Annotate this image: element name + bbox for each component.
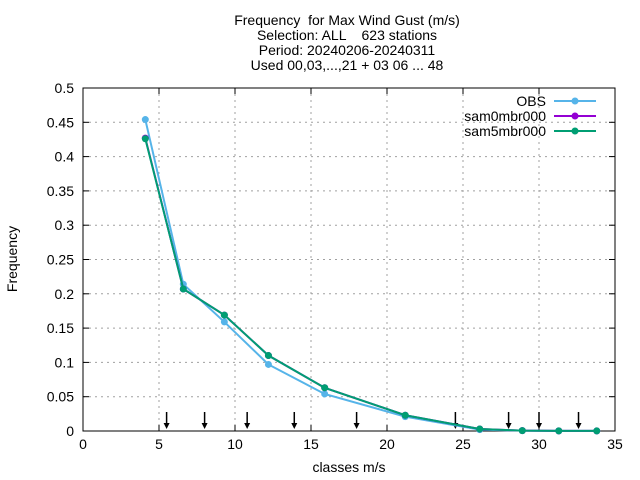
data-point-sam5mbr000: [179, 285, 187, 293]
axis-ticks: 0 0.05 0.1 0.15 0.2 0.25 0.3 0.35 0.4 0.45 0.5 0 5 10…: [47, 80, 623, 452]
legend-label: sam0mbr000: [464, 108, 546, 124]
y-tick-label: 0.45: [47, 114, 74, 130]
class-boundary-arrow: [536, 412, 542, 429]
legend-entry: sam0mbr000: [464, 108, 596, 124]
class-boundary-arrows: [163, 412, 582, 429]
class-boundary-arrow: [505, 412, 512, 429]
chart-title-line-1: Frequency for Max Wind Gust (m/s): [234, 12, 460, 28]
x-tick-label: 0: [79, 436, 87, 452]
data-point-sam5mbr000: [141, 135, 149, 143]
series-line-OBS: [144, 119, 597, 432]
x-tick-label: 35: [607, 436, 623, 452]
grid-lines: [83, 88, 615, 431]
legend-marker-swatch: [571, 127, 579, 135]
legend-label: OBS: [516, 93, 546, 109]
y-tick-label: 0.25: [47, 252, 74, 268]
class-boundary-arrow: [353, 412, 360, 429]
data-point-sam5mbr000: [220, 311, 228, 319]
legend-label: sam5mbr000: [464, 123, 546, 139]
legend-marker-swatch: [571, 97, 579, 105]
class-boundary-arrow: [575, 412, 582, 429]
data-point-OBS: [264, 360, 272, 368]
chart-title-line-2: Selection: ALL 623 stations: [256, 27, 438, 43]
class-boundary-arrow: [201, 412, 208, 429]
data-point-sam5mbr000: [264, 352, 272, 360]
x-tick-label: 5: [155, 436, 163, 452]
data-point-sam5mbr000: [321, 384, 329, 392]
legend-entry: OBS: [516, 93, 596, 109]
data-point-sam5mbr000: [401, 411, 409, 419]
x-tick-label: 10: [227, 436, 243, 452]
chart-title-line-4: Used 00,03,...,21 + 03 06 ... 48: [250, 57, 444, 73]
data-point-OBS: [220, 318, 228, 326]
x-axis-label: classes m/s: [312, 459, 385, 475]
y-tick-label: 0.15: [47, 320, 74, 336]
y-tick-label: 0.3: [55, 217, 75, 233]
data-point-sam5mbr000: [593, 427, 601, 435]
x-tick-label: 25: [455, 436, 471, 452]
y-tick-label: 0.05: [47, 389, 74, 405]
x-tick-label: 20: [379, 436, 395, 452]
class-boundary-arrow: [244, 412, 251, 429]
data-series: [141, 116, 601, 435]
class-boundary-arrow: [163, 412, 170, 429]
y-tick-label: 0.2: [55, 286, 75, 302]
data-point-sam5mbr000: [555, 427, 563, 435]
chart-title-line-3: Period: 20240206-20240311: [258, 42, 436, 58]
y-tick-label: 0.5: [55, 80, 75, 96]
data-point-sam5mbr000: [518, 427, 526, 435]
y-tick-label: 0.1: [55, 354, 75, 370]
data-point-sam5mbr000: [476, 425, 484, 433]
legend-marker-swatch: [571, 112, 579, 120]
y-tick-label: 0.35: [47, 183, 74, 199]
legend-entry: sam5mbr000: [464, 123, 596, 139]
series-line-sam5mbr000: [144, 138, 597, 432]
y-tick-label: 0.4: [55, 149, 75, 165]
data-point-OBS: [321, 390, 329, 398]
series-line-sam0mbr000: [144, 137, 597, 432]
x-tick-label: 15: [303, 436, 319, 452]
class-boundary-arrow: [291, 412, 298, 429]
y-axis-label: Frequency: [4, 226, 20, 292]
y-tick-label: 0: [66, 423, 74, 439]
x-tick-label: 30: [531, 436, 547, 452]
data-point-OBS: [141, 116, 149, 124]
